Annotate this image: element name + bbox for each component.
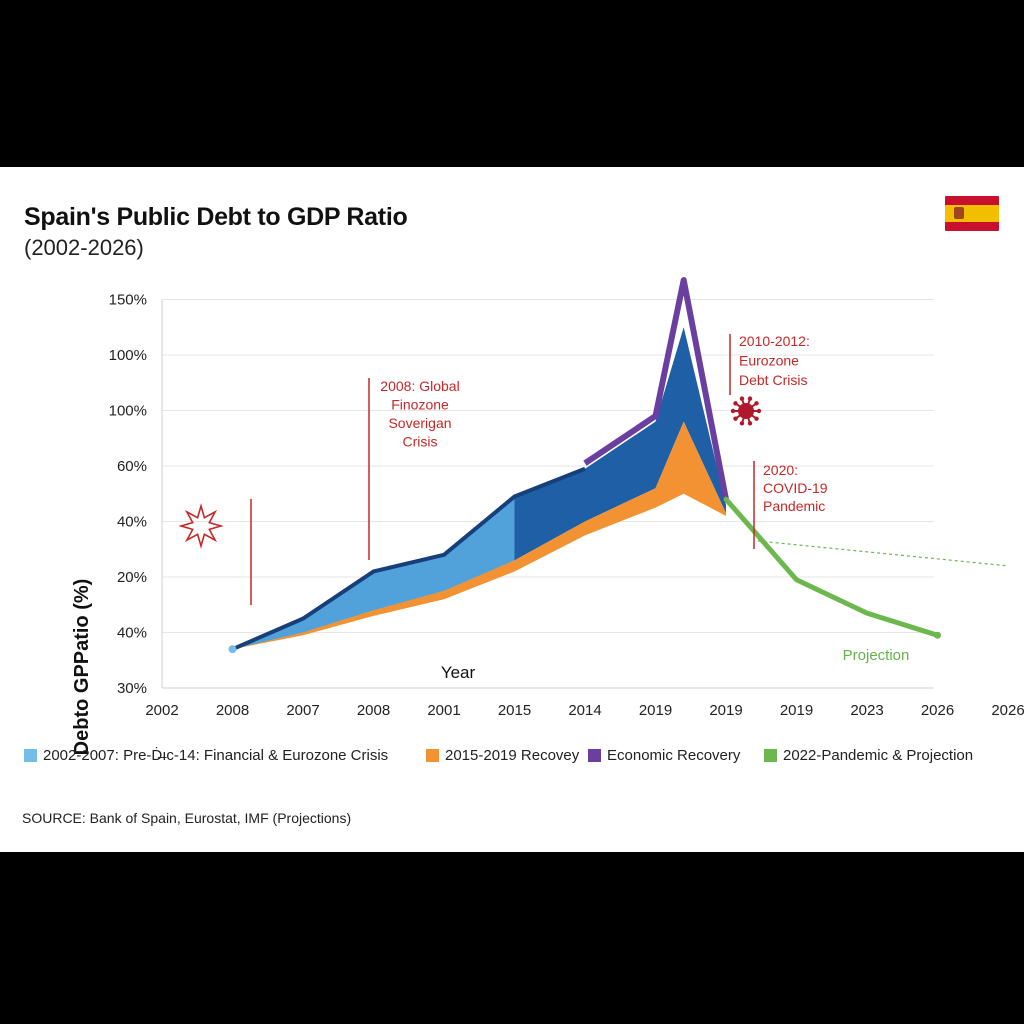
legend-swatch bbox=[24, 749, 37, 762]
x-tick-label: 2007 bbox=[286, 702, 319, 719]
legend-label: 2002-2007: Pre-Ḋ̶ıc-14: Financial & Euro… bbox=[43, 747, 389, 764]
source-note: SOURCE: Bank of Spain, Eurostat, IMF (Pr… bbox=[22, 810, 352, 826]
virus-spike-tip bbox=[747, 421, 753, 426]
x-tick-label: 2015 bbox=[498, 702, 531, 719]
annotation-2010: 2010-2012: bbox=[739, 333, 810, 349]
x-tick-label: 2002 bbox=[145, 702, 178, 719]
virus-spike-tip bbox=[747, 396, 753, 401]
y-tick-label: 40% bbox=[117, 625, 147, 642]
x-tick-label: 2019 bbox=[780, 702, 813, 719]
x-tick-label: 2026 bbox=[921, 702, 954, 719]
chart-title: Spain's Public Debt to GDP Ratio bbox=[24, 203, 408, 231]
legend-item-recovery-2015: 2015-2019 Recovey bbox=[426, 747, 579, 764]
virus-spike-tip bbox=[754, 416, 759, 421]
annotation-2008: Finozone bbox=[391, 397, 449, 413]
annotation-2008: 2008: Global bbox=[380, 378, 459, 394]
virus-spike-tip bbox=[733, 401, 738, 406]
annotation-2020: COVID-19 bbox=[763, 480, 828, 496]
area-series bbox=[228, 277, 1009, 654]
x-tick-label: 2008 bbox=[357, 702, 390, 719]
virus-spike-tip bbox=[739, 421, 745, 426]
annotations: 2008: Global Finozone Soverigan Crisis 2010-… bbox=[178, 333, 910, 664]
line-dotted-projection bbox=[757, 540, 1009, 567]
virus-spike-tip bbox=[754, 401, 759, 406]
y-tick-label: 150% bbox=[109, 292, 147, 309]
annotation-2020: 2020: bbox=[763, 462, 798, 478]
x-tick-label: 2014 bbox=[568, 702, 601, 719]
y-tick-labels: 30% 40% 20% 40% 60% 100% 100% 150% bbox=[109, 292, 147, 698]
legend-item-pandemic-projection: 2022-Pandemic & Projection bbox=[764, 747, 973, 764]
end-point bbox=[934, 631, 941, 639]
x-tick-label: 2008 bbox=[216, 702, 249, 719]
x-tick-label: 2001 bbox=[427, 702, 460, 719]
legend-item-crisis: 2002-2007: Pre-Ḋ̶ıc-14: Financial & Euro… bbox=[24, 747, 388, 764]
annotation-2008: Crisis bbox=[403, 434, 438, 450]
spain-flag-icon bbox=[945, 196, 999, 231]
x-tick-label: 2026 bbox=[991, 702, 1024, 719]
area-blue-crisis bbox=[232, 327, 726, 650]
x-axis-label: Year bbox=[441, 663, 476, 682]
virus-spike-tip bbox=[756, 408, 762, 414]
area-orange-recovery bbox=[232, 421, 726, 650]
y-tick-label: 60% bbox=[117, 458, 147, 475]
virus-spike-tip bbox=[730, 408, 736, 414]
legend-item-economic-recovery: Economic Recovery bbox=[588, 747, 740, 764]
legend-label: 2015-2019 Recovey bbox=[445, 747, 580, 764]
virus-core bbox=[738, 403, 754, 419]
annotation-2008: Soverigan bbox=[388, 415, 451, 431]
x-tick-label: 2019 bbox=[639, 702, 672, 719]
x-tick-label: 2019 bbox=[709, 702, 742, 719]
legend-label: Economic Recovery bbox=[607, 747, 741, 764]
start-point bbox=[228, 645, 237, 654]
annotation-2010: Debt Crisis bbox=[739, 372, 807, 388]
line-green-projection bbox=[723, 496, 940, 638]
projection-label: Projection bbox=[843, 647, 910, 664]
chart-subtitle: (2002-2026) bbox=[24, 235, 144, 260]
y-tick-label: 20% bbox=[117, 569, 147, 586]
y-axis-label: Debto GPPatio (%) bbox=[71, 579, 93, 756]
annotation-2020: Pandemic bbox=[763, 498, 825, 514]
annotation-2010: Eurozone bbox=[739, 353, 799, 369]
y-tick-label: 100% bbox=[109, 403, 147, 420]
x-tick-labels: 2002 2008 2007 2008 2001 2015 2014 2019 2019 2019… bbox=[145, 702, 1024, 719]
virus-spike-tip bbox=[739, 396, 745, 401]
virus-spike-tip bbox=[733, 416, 738, 421]
legend-swatch bbox=[426, 749, 439, 762]
x-tick-label: 2023 bbox=[850, 702, 883, 719]
legend-swatch bbox=[764, 749, 777, 762]
debt-chart: 30% 40% 20% 40% 60% 100% 100% 150% 2002 2008 2007… bbox=[71, 277, 1024, 756]
legend-swatch bbox=[588, 749, 601, 762]
line-purple-recovery bbox=[583, 277, 729, 500]
y-tick-label: 100% bbox=[109, 347, 147, 364]
legend-label: 2022-Pandemic & Projection bbox=[783, 747, 974, 764]
y-tick-label: 30% bbox=[117, 680, 147, 697]
burst-icon bbox=[178, 503, 224, 549]
virus-icon bbox=[730, 396, 762, 426]
y-tick-label: 40% bbox=[117, 514, 147, 531]
chart-card: Spain's Public Debt to GDP Ratio (2002-2… bbox=[0, 167, 1024, 852]
line-blue-edge bbox=[231, 466, 586, 651]
